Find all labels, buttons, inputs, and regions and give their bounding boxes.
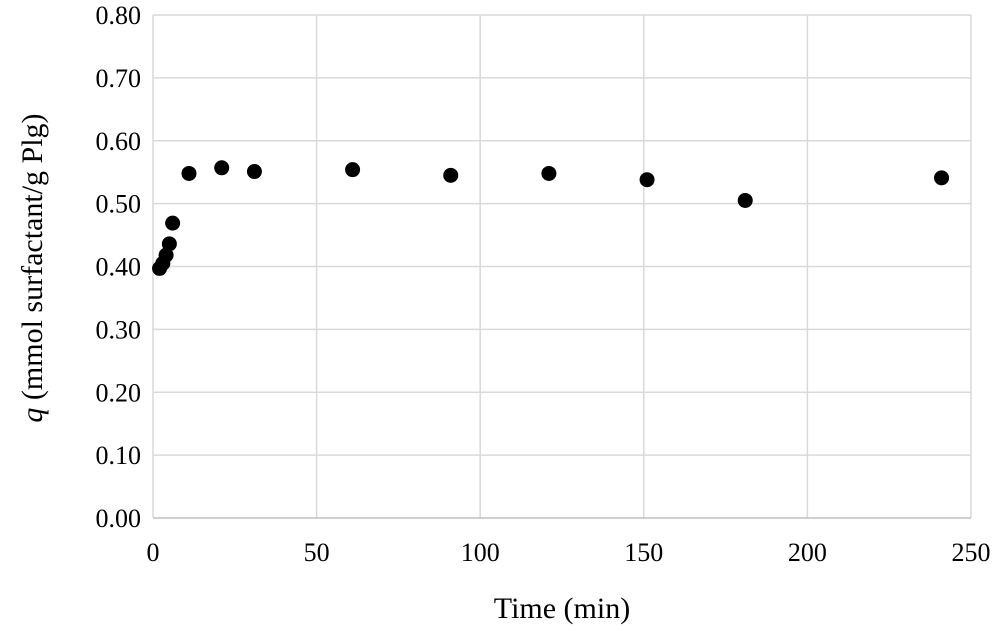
y-axis-label-units: (mmol surfactant/g Plg) <box>16 113 49 407</box>
x-tick-labels: 0 50 100 150 200 250 <box>147 538 991 567</box>
data-point <box>161 236 177 252</box>
x-tick-label: 250 <box>952 538 991 567</box>
y-tick-label: 0.40 <box>96 253 142 282</box>
data-point <box>214 160 230 176</box>
y-tick-label: 0.70 <box>96 64 142 93</box>
x-tick-label: 100 <box>461 538 500 567</box>
x-tick-label: 0 <box>147 538 160 567</box>
data-point <box>737 192 753 208</box>
data-point <box>541 165 557 181</box>
y-tick-labels: 0.00 0.10 0.20 0.30 0.40 0.50 0.60 0.70 0.80 <box>96 1 142 533</box>
x-tick-label: 200 <box>788 538 827 567</box>
data-point <box>639 172 655 188</box>
y-tick-label: 0.00 <box>96 504 142 533</box>
data-point <box>158 247 174 263</box>
x-tick-label: 150 <box>624 538 663 567</box>
data-points <box>152 160 950 276</box>
y-axis-label-variable: q <box>16 408 49 423</box>
x-tick-label: 50 <box>304 538 330 567</box>
data-point <box>165 215 181 231</box>
y-tick-label: 0.80 <box>96 1 142 30</box>
y-tick-label: 0.50 <box>96 190 142 219</box>
data-point <box>181 165 197 181</box>
y-tick-label: 0.30 <box>96 315 142 344</box>
x-axis-label: Time (min) <box>494 592 630 625</box>
data-point <box>443 167 459 183</box>
gridlines <box>153 14 972 518</box>
data-point <box>345 162 361 178</box>
data-point <box>246 164 262 180</box>
y-tick-label: 0.10 <box>96 441 142 470</box>
y-axis-label: q (mmol surfactant/g Plg) <box>16 113 49 422</box>
y-tick-label: 0.60 <box>96 127 142 156</box>
data-point <box>934 170 950 186</box>
y-tick-label: 0.20 <box>96 378 142 407</box>
